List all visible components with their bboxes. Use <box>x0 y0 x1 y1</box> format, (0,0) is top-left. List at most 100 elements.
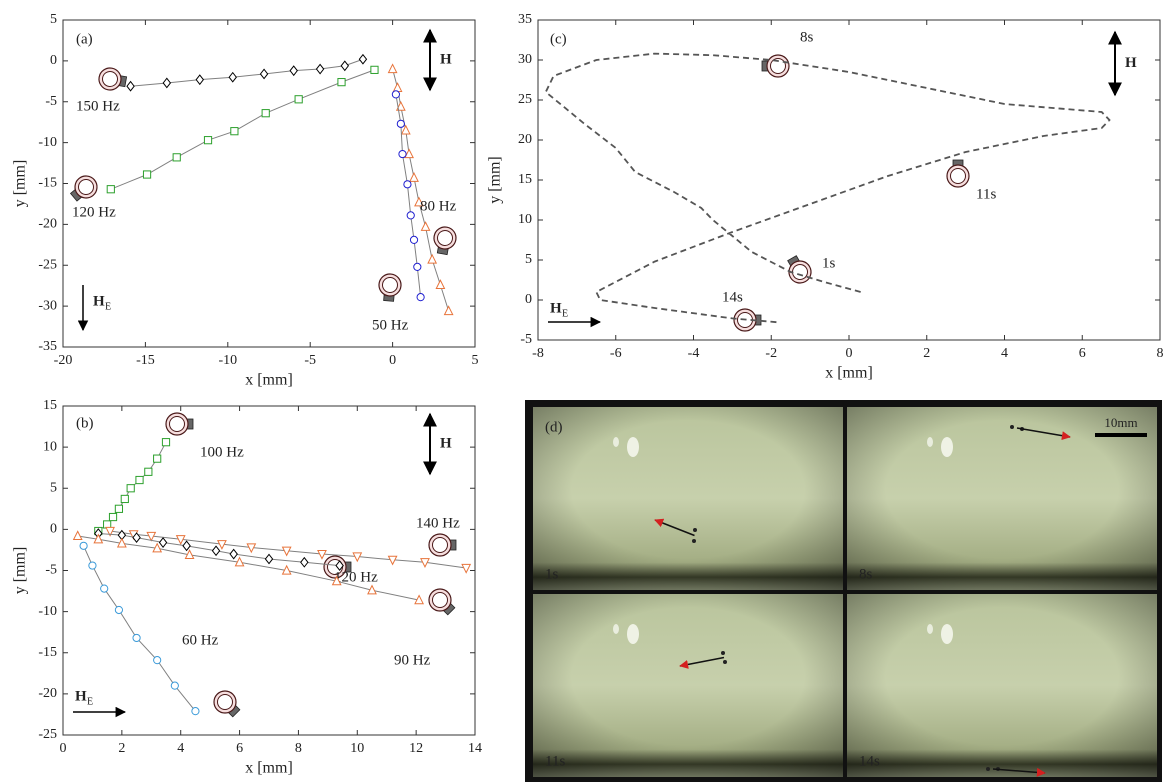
y-tick-label: 10 <box>518 212 532 227</box>
data-point <box>421 222 429 230</box>
robot-icon <box>166 413 193 435</box>
data-point <box>341 61 348 70</box>
ext-field-label: H <box>550 300 562 316</box>
data-point <box>371 66 378 73</box>
series-label: 60 Hz <box>182 632 219 648</box>
data-point <box>462 564 470 572</box>
panel-label: (a) <box>76 31 93 47</box>
robot-icon <box>734 309 761 331</box>
data-point <box>436 280 444 288</box>
y-tick-label: -15 <box>38 645 57 660</box>
field-label: H <box>1125 55 1137 71</box>
glare <box>927 624 933 634</box>
x-tick-label: -2 <box>765 346 777 361</box>
data-point <box>145 468 152 475</box>
robot-dot <box>692 539 696 543</box>
ext-field-subscript: E <box>87 696 93 707</box>
y-tick-label: 5 <box>525 252 532 267</box>
data-point <box>183 541 190 550</box>
y-tick-label: -20 <box>38 217 57 232</box>
data-point <box>173 154 180 161</box>
field-label: H <box>440 435 452 451</box>
data-point <box>162 439 169 446</box>
data-point <box>392 91 399 98</box>
y-tick-label: 5 <box>50 12 57 27</box>
x-tick-label: 5 <box>472 353 479 368</box>
data-point <box>127 485 134 492</box>
data-point <box>204 137 211 144</box>
y-tick-label: 20 <box>518 132 532 147</box>
data-point <box>290 66 297 75</box>
data-point <box>230 549 237 558</box>
y-tick-label: 5 <box>50 480 57 495</box>
y-tick-label: 30 <box>518 52 532 67</box>
frame-time: 14s <box>859 753 880 769</box>
series-label: 120 Hz <box>72 204 116 220</box>
data-point <box>417 294 424 301</box>
data-point <box>212 546 219 555</box>
x-axis-label: x [mm] <box>245 760 293 777</box>
field-label: H <box>440 51 452 67</box>
y-tick-label: 0 <box>50 53 57 68</box>
x-tick-label: -15 <box>136 353 155 368</box>
data-point <box>115 505 122 512</box>
x-tick-label: 0 <box>60 741 67 756</box>
data-point <box>231 128 238 135</box>
glare <box>627 624 639 644</box>
data-point <box>410 236 417 243</box>
data-point <box>121 495 128 502</box>
frame-time: 8s <box>859 566 873 582</box>
panel-label: (c) <box>550 31 567 47</box>
y-tick-label: 25 <box>518 92 532 107</box>
data-point <box>397 120 404 127</box>
data-point <box>262 110 269 117</box>
page: -20-15-10-505-35-30-25-20-15-10-505x [mm… <box>0 0 1166 784</box>
frame-vignette <box>533 594 843 777</box>
x-tick-label: 2 <box>923 346 930 361</box>
data-point <box>107 186 114 193</box>
y-tick-label: -15 <box>38 176 57 191</box>
x-tick-label: 0 <box>846 346 853 361</box>
data-point <box>127 82 134 91</box>
data-point <box>229 73 236 82</box>
y-tick-label: -25 <box>38 257 57 272</box>
x-tick-label: 8 <box>295 741 302 756</box>
data-point <box>133 634 140 641</box>
x-tick-label: -4 <box>688 346 700 361</box>
x-tick-label: 6 <box>236 741 243 756</box>
data-point <box>154 455 161 462</box>
data-point <box>260 69 267 78</box>
data-point <box>74 531 82 539</box>
y-tick-label: -5 <box>45 94 57 109</box>
series-label: 140 Hz <box>416 515 460 531</box>
time-annotation: 14s <box>722 289 743 305</box>
icon-hole <box>951 169 966 184</box>
data-point <box>359 55 366 64</box>
x-tick-label: 14 <box>468 741 482 756</box>
y-axis-label: y [mm] <box>487 156 504 204</box>
glare <box>613 624 619 634</box>
data-point <box>159 538 166 547</box>
robot-icon <box>378 273 402 302</box>
y-tick-label: 0 <box>525 292 532 307</box>
y-tick-label: -5 <box>520 332 532 347</box>
y-tick-label: -20 <box>38 686 57 701</box>
x-tick-label: -10 <box>218 353 237 368</box>
series-label: 90 Hz <box>394 652 431 668</box>
data-point <box>393 83 401 91</box>
robot-icon <box>431 225 457 255</box>
x-tick-label: -5 <box>304 353 316 368</box>
x-tick-label: -6 <box>610 346 622 361</box>
ext-field-subscript: E <box>562 308 568 319</box>
y-tick-label: 15 <box>518 172 532 187</box>
robot-icon <box>782 253 815 287</box>
y-tick-label: -30 <box>38 298 57 313</box>
robot-icon <box>424 584 459 619</box>
x-tick-label: 10 <box>350 741 364 756</box>
x-axis-label: x [mm] <box>825 365 873 382</box>
robot-icon <box>209 686 244 721</box>
y-axis-label: y [mm] <box>12 547 29 595</box>
panel-label: (d) <box>545 419 563 435</box>
robot-dot <box>723 660 727 664</box>
plot-frame <box>538 20 1160 340</box>
